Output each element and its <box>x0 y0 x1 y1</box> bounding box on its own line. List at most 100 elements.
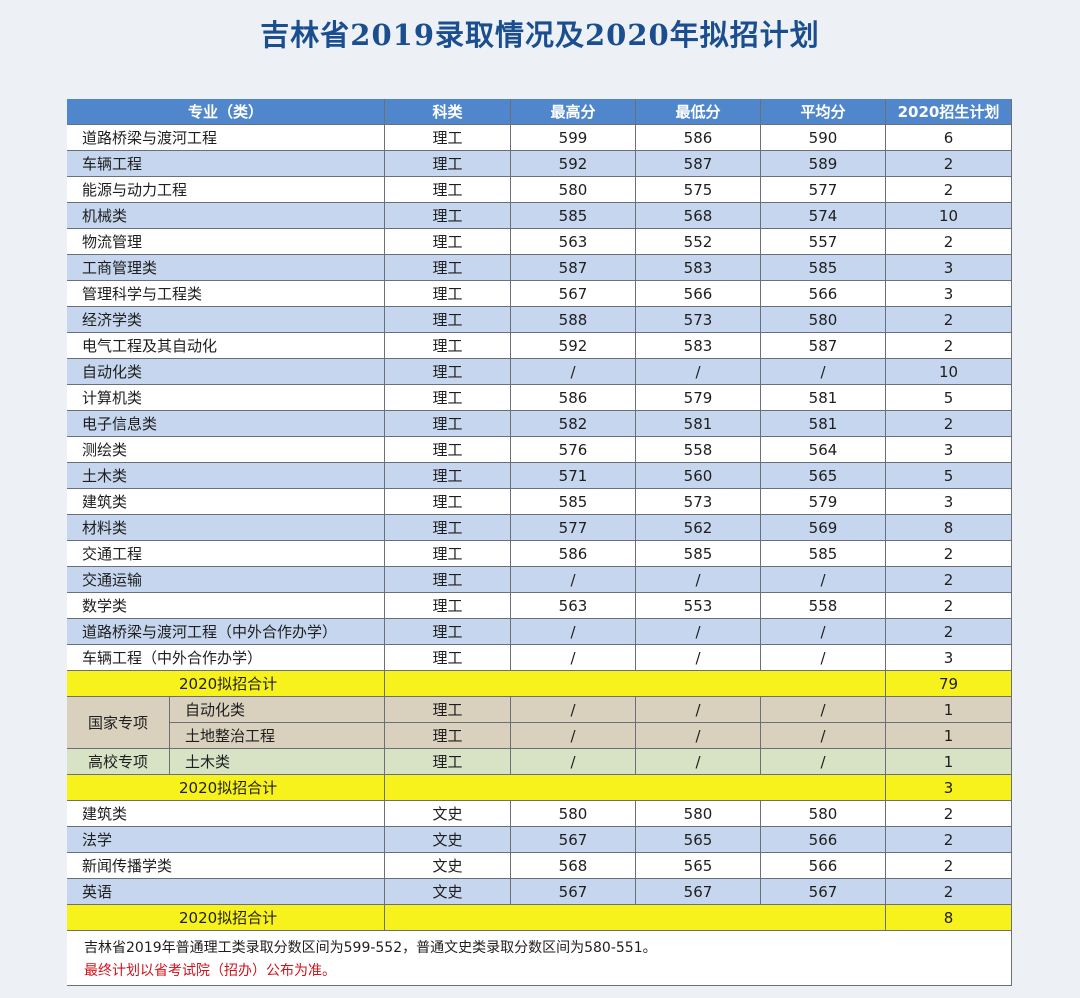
value-cell: 2 <box>886 593 1012 619</box>
major: 能源与动力工程 <box>67 177 385 203</box>
value-cell: / <box>761 645 886 671</box>
major: 道路桥梁与渡河工程 <box>67 125 385 151</box>
value-cell: 566 <box>761 281 886 307</box>
value-cell: 552 <box>636 229 761 255</box>
value-cell: 3 <box>886 281 1012 307</box>
value-cell: 2 <box>886 567 1012 593</box>
total-value: 8 <box>886 905 1012 931</box>
group-label: 高校专项 <box>67 749 170 775</box>
value-cell: 理工 <box>385 281 511 307</box>
value-cell: 590 <box>761 125 886 151</box>
major: 计算机类 <box>67 385 385 411</box>
value-cell: 3 <box>886 645 1012 671</box>
value-cell: 1 <box>886 697 1012 723</box>
value-cell: / <box>511 359 636 385</box>
value-cell: 2 <box>886 229 1012 255</box>
value-cell: 577 <box>761 177 886 203</box>
value-cell: 5 <box>886 463 1012 489</box>
value-cell: 587 <box>511 255 636 281</box>
value-cell: 2 <box>886 333 1012 359</box>
value-cell: / <box>761 723 886 749</box>
value-cell: 580 <box>511 177 636 203</box>
value-cell: 569 <box>761 515 886 541</box>
value-cell: 理工 <box>385 437 511 463</box>
value-cell: 理工 <box>385 385 511 411</box>
value-cell: 563 <box>511 593 636 619</box>
major: 新闻传播学类 <box>67 853 385 879</box>
value-cell: 587 <box>761 333 886 359</box>
value-cell: / <box>636 359 761 385</box>
value-cell: 理工 <box>385 567 511 593</box>
value-cell: 574 <box>761 203 886 229</box>
total-spacer <box>385 671 886 697</box>
value-cell: 583 <box>636 255 761 281</box>
value-cell: 2 <box>886 619 1012 645</box>
column-header: 平均分 <box>761 99 886 125</box>
value-cell: 2 <box>886 827 1012 853</box>
value-cell: 3 <box>886 489 1012 515</box>
column-header: 专业（类） <box>67 99 385 125</box>
value-cell: 2 <box>886 879 1012 905</box>
value-cell: 592 <box>511 333 636 359</box>
major: 交通运输 <box>67 567 385 593</box>
value-cell: 567 <box>636 879 761 905</box>
major: 测绘类 <box>67 437 385 463</box>
value-cell: 理工 <box>385 307 511 333</box>
value-cell: 2 <box>886 801 1012 827</box>
major: 自动化类 <box>67 359 385 385</box>
value-cell: 理工 <box>385 489 511 515</box>
value-cell: 573 <box>636 307 761 333</box>
value-cell: / <box>511 697 636 723</box>
major: 法学 <box>67 827 385 853</box>
value-cell: 576 <box>511 437 636 463</box>
value-cell: 599 <box>511 125 636 151</box>
value-cell: 理工 <box>385 125 511 151</box>
value-cell: 2 <box>886 177 1012 203</box>
note: 吉林省2019年普通理工类录取分数区间为599-552，普通文史类录取分数区间为… <box>84 940 657 956</box>
value-cell: 2 <box>886 411 1012 437</box>
value-cell: 5 <box>886 385 1012 411</box>
value-cell: / <box>511 645 636 671</box>
value-cell: 581 <box>761 411 886 437</box>
column-header: 2020招生计划 <box>886 99 1012 125</box>
value-cell: 583 <box>636 333 761 359</box>
value-cell: 理工 <box>385 359 511 385</box>
major: 英语 <box>67 879 385 905</box>
major: 电子信息类 <box>67 411 385 437</box>
value-cell: 565 <box>636 827 761 853</box>
value-cell: 理工 <box>385 723 511 749</box>
major: 建筑类 <box>67 801 385 827</box>
value-cell: 2 <box>886 853 1012 879</box>
value-cell: 理工 <box>385 541 511 567</box>
value-cell: 2 <box>886 541 1012 567</box>
column-header: 最高分 <box>511 99 636 125</box>
major: 土木类 <box>170 749 385 775</box>
value-cell: 理工 <box>385 177 511 203</box>
value-cell: 理工 <box>385 411 511 437</box>
major: 土地整治工程 <box>170 723 385 749</box>
value-cell: 581 <box>761 385 886 411</box>
value-cell: 586 <box>636 125 761 151</box>
column-header: 最低分 <box>636 99 761 125</box>
value-cell: / <box>636 723 761 749</box>
value-cell: 理工 <box>385 151 511 177</box>
value-cell: / <box>636 567 761 593</box>
value-cell: 2 <box>886 151 1012 177</box>
value-cell: 563 <box>511 229 636 255</box>
title: 吉林省2019录取情况及2020年拟招计划 <box>260 18 820 52</box>
value-cell: / <box>636 697 761 723</box>
value-cell: 10 <box>886 203 1012 229</box>
value-cell: 553 <box>636 593 761 619</box>
value-cell: 理工 <box>385 749 511 775</box>
value-cell: 571 <box>511 463 636 489</box>
value-cell: 560 <box>636 463 761 489</box>
value-cell: / <box>511 619 636 645</box>
value-cell: 文史 <box>385 801 511 827</box>
major: 管理科学与工程类 <box>67 281 385 307</box>
value-cell: 557 <box>761 229 886 255</box>
value-cell: 568 <box>636 203 761 229</box>
value-cell: / <box>761 619 886 645</box>
value-cell: 566 <box>761 827 886 853</box>
group-label: 国家专项 <box>67 697 170 749</box>
value-cell: 589 <box>761 151 886 177</box>
